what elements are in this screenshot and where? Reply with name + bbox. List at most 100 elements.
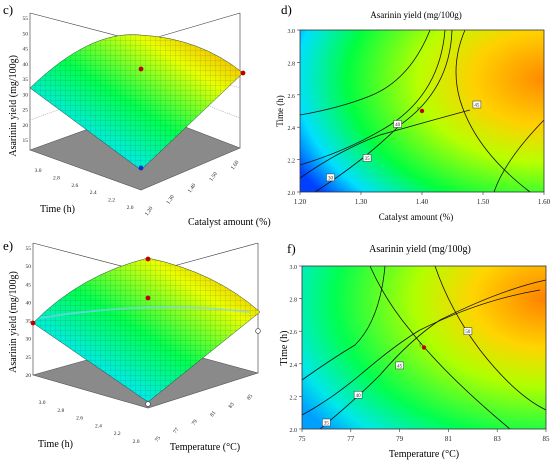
- z-tick-label: 55: [26, 246, 32, 252]
- contour-label: 40: [356, 394, 362, 399]
- z-tick-label: 55: [23, 16, 29, 22]
- time-tick-label: 2.6: [76, 416, 83, 422]
- z-tick-label: 25: [23, 108, 29, 114]
- time-tick-label: 2.6: [71, 183, 78, 189]
- y-tick-label: 2.2: [290, 395, 298, 401]
- y-tick-label: 2.2: [288, 159, 296, 165]
- y-axis-label: Asarinin yield (mg/100g): [8, 271, 19, 373]
- time-tick-label: 2.4: [90, 190, 97, 196]
- x-axis-ticks: 75 77 79 81 83 85: [154, 393, 254, 443]
- panel-label: c): [3, 2, 13, 17]
- time-tick-label: 2.0: [133, 439, 140, 445]
- x-tick-label: 1.30: [165, 194, 176, 206]
- contour-lines: [299, 29, 545, 193]
- y-tick-label: 2.0: [288, 191, 296, 197]
- contour-labels: 35 40 45 50 5: [322, 327, 473, 427]
- contour-labels: 30 35 40 45 5: [326, 100, 482, 182]
- contour-label-box: [353, 391, 363, 399]
- design-point: [145, 295, 151, 301]
- x-tick-label: 1.60: [230, 160, 241, 172]
- contour-label-box: [322, 418, 331, 427]
- design-point: [138, 66, 144, 72]
- contour-label-box: [326, 173, 335, 182]
- contour-label: 50: [465, 330, 471, 335]
- y-tick-label: 3.0: [290, 265, 298, 271]
- time-axis-ticks: 2.0 2.2 2.4 2.6 2.8 3.0: [35, 168, 134, 211]
- panel-c: c) 15 20 25 30 35 40 45 50 55 Asarinin yield (mg…: [3, 2, 271, 228]
- x-tick-label: 1.40: [187, 183, 198, 195]
- z-tick-label: 20: [23, 123, 29, 129]
- contour-label: 35: [324, 421, 330, 426]
- design-point: [419, 108, 425, 114]
- x-tick-label: 81: [445, 435, 453, 443]
- x-tick-label: 85: [543, 435, 550, 443]
- chart-title: Asarinin yield (mg/100g): [369, 244, 471, 255]
- contour-label: 45: [474, 104, 480, 109]
- x-tick-label: 77: [173, 427, 181, 435]
- x-tick-label: 1.50: [208, 171, 219, 183]
- time-tick-label: 2.2: [108, 198, 115, 204]
- design-point-count: 5: [419, 343, 422, 348]
- z-tick-label: 35: [26, 319, 32, 325]
- y-tick-label: 2.8: [290, 298, 298, 304]
- x-tick-label: 75: [154, 435, 162, 443]
- z-tick-label: 25: [26, 355, 32, 361]
- z-axis-ticks: 15 20 25 30 35 40 45 50 55: [23, 16, 29, 144]
- contour-label: 30: [328, 176, 334, 181]
- y-tick-label: 2.6: [288, 94, 296, 100]
- contour-label: 35: [365, 157, 371, 162]
- time-axis-ticks: 2.0 2.2 2.4 2.6 2.8 3.0: [39, 400, 140, 445]
- x-tick-label: 1.20: [144, 206, 155, 218]
- y-tick-label: 2.8: [288, 61, 296, 67]
- y-axis-label: Time (h): [275, 95, 285, 126]
- chart-title: Asarinin yield (mg/100g): [370, 10, 462, 20]
- time-tick-label: 3.0: [39, 400, 46, 406]
- contour-label-box: [463, 327, 473, 335]
- x-tick-label: 83: [494, 435, 502, 443]
- design-point: [145, 256, 151, 262]
- z-tick-label: 15: [23, 138, 29, 144]
- z-tick-label: 20: [26, 373, 32, 379]
- contour-label-box: [362, 154, 372, 162]
- z-tick-label: 30: [26, 337, 32, 343]
- x-tick-label: 75: [299, 435, 307, 443]
- time-tick-label: 2.2: [114, 431, 121, 437]
- time-tick-label: 3.0: [35, 168, 42, 174]
- z-axis-ticks: 20 25 30 35 40 45 50 55: [26, 246, 32, 379]
- x-axis-label: Temperature (°C): [170, 442, 240, 453]
- z-tick-label: 40: [26, 300, 32, 306]
- time-tick-label: 2.8: [57, 408, 64, 414]
- x-tick-label: 1.20: [294, 198, 307, 206]
- x-tick-label: 85: [246, 393, 254, 401]
- design-point: [240, 70, 246, 76]
- panel-label: e): [3, 238, 13, 253]
- z-tick-label: 30: [23, 92, 29, 98]
- y-axis-label: Time (h): [279, 331, 290, 366]
- design-point: [255, 328, 261, 334]
- panel-label: d): [281, 2, 292, 17]
- z-tick-label: 45: [23, 47, 29, 53]
- panel-label: f): [287, 241, 296, 256]
- contour-label-box: [472, 100, 482, 109]
- z-tick-label: 50: [23, 31, 29, 37]
- time-tick-label: 2.0: [127, 205, 134, 211]
- x-tick-label: 79: [396, 435, 404, 443]
- x-tick-label: 77: [347, 435, 355, 443]
- y-tick-label: 3.0: [288, 29, 296, 35]
- z-tick-label: 50: [26, 264, 32, 270]
- panel-f: f) Asarinin yield (mg/100g) 35 40 45 50 5 75…: [279, 241, 550, 460]
- y-axis-label: Asarinin yield (mg/100g): [8, 55, 19, 157]
- x-axis-label: Catalyst amount (%): [188, 217, 271, 228]
- x-axis-label: Temperature (°C): [389, 449, 459, 460]
- panel-e: e) 20 25 30 35 40 45 50 55 Asarinin yield (mg/1…: [3, 238, 261, 453]
- time-axis-label: Time (h): [40, 204, 75, 215]
- x-axis-label: Catalyst amount (%): [379, 212, 453, 222]
- y-tick-label: 2.0: [290, 428, 298, 434]
- y-tick-label: 2.4: [290, 363, 298, 369]
- contour-lines: [301, 265, 547, 430]
- x-tick-label: 79: [191, 418, 199, 426]
- design-point-count: 5: [417, 106, 420, 111]
- design-point: [421, 345, 427, 350]
- design-point: [30, 320, 36, 326]
